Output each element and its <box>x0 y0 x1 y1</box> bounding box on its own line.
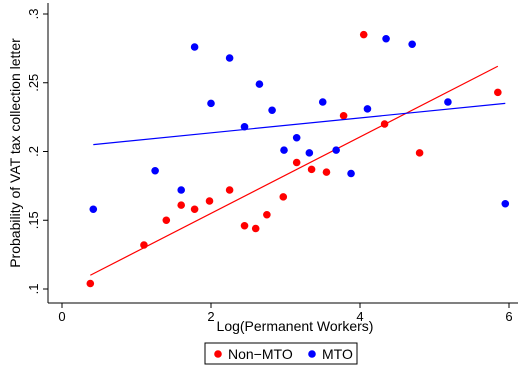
data-point-mto <box>501 199 510 208</box>
data-point-mto <box>225 54 234 62</box>
data-point-mto <box>89 205 98 214</box>
x-axis-title: Log(Permanent Workers) <box>217 318 374 334</box>
x-tick-label: 6 <box>505 309 512 324</box>
data-point-mto <box>382 34 390 43</box>
legend-marker-non-mto <box>214 350 222 358</box>
data-point-mto <box>292 133 301 142</box>
x-tick-label: 0 <box>58 309 65 324</box>
data-point-mto <box>408 40 416 49</box>
data-point-mto <box>318 98 327 106</box>
data-point-non-mto <box>415 149 424 157</box>
legend: Non−MTO MTO <box>204 342 358 365</box>
data-point-mto <box>177 186 185 194</box>
data-point-non-mto <box>177 201 185 209</box>
legend-marker-mto <box>308 350 316 358</box>
data-point-non-mto <box>380 120 389 128</box>
data-point-non-mto <box>225 186 234 194</box>
data-point-non-mto <box>205 197 214 205</box>
y-tick-label: .3 <box>26 9 41 20</box>
data-point-non-mto <box>494 88 502 97</box>
fit-line-non-mto <box>90 65 499 276</box>
x-tick-label: 4 <box>356 309 363 324</box>
data-point-non-mto <box>307 165 316 174</box>
data-point-mto <box>268 106 276 115</box>
data-point-non-mto <box>263 210 271 219</box>
data-point-mto <box>151 166 159 175</box>
y-tick-label: .1 <box>26 284 41 295</box>
data-point-mto <box>347 169 355 178</box>
data-point-mto <box>207 99 215 108</box>
data-point-mto <box>255 80 264 88</box>
data-point-non-mto <box>359 30 368 39</box>
data-point-non-mto <box>322 168 331 176</box>
y-tick-label: .2 <box>26 146 41 157</box>
data-point-non-mto <box>86 279 95 288</box>
data-point-mto <box>280 146 288 154</box>
fit-line-mto <box>93 102 506 146</box>
data-point-non-mto <box>190 205 199 214</box>
y-tick-label: .15 <box>26 211 41 229</box>
data-point-non-mto <box>292 158 301 167</box>
data-point-mto <box>444 98 452 106</box>
x-tick-label: 2 <box>207 309 214 324</box>
axes: 0 2 4 6 .1 .15 .2 .25 .3 <box>26 3 518 324</box>
plot-area <box>86 30 510 288</box>
data-point-mto <box>305 149 314 157</box>
data-point-non-mto <box>251 224 260 233</box>
legend-label-mto: MTO <box>322 346 353 362</box>
legend-box <box>204 342 358 365</box>
data-point-non-mto <box>240 221 249 230</box>
y-tick-label: .25 <box>26 74 41 92</box>
data-point-non-mto <box>140 241 148 249</box>
data-point-mto <box>363 105 372 113</box>
y-axis-title: Probability of VAT tax collection letter <box>7 38 23 268</box>
data-point-mto <box>332 146 340 154</box>
data-point-non-mto <box>279 193 288 201</box>
data-point-mto <box>240 122 249 131</box>
data-point-non-mto <box>162 216 171 225</box>
legend-label-non-mto: Non−MTO <box>228 346 293 362</box>
data-point-non-mto <box>339 111 348 120</box>
data-point-mto <box>190 43 199 51</box>
